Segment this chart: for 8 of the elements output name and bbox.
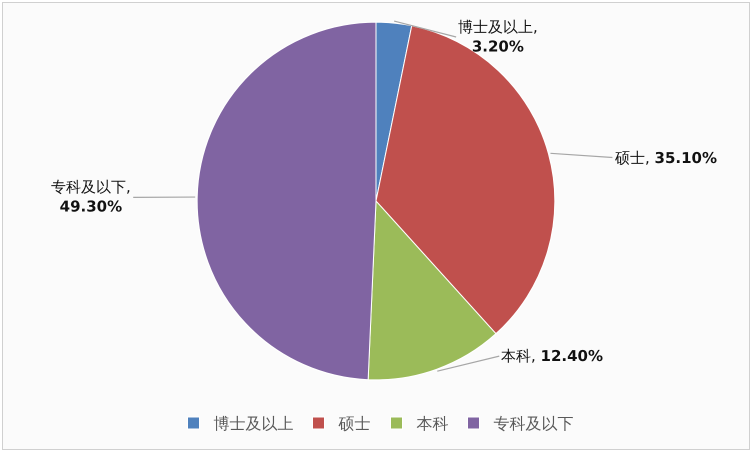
legend-label: 硕士 <box>338 414 370 434</box>
data-label: 硕士, 35.10% <box>614 149 718 167</box>
data-label: 博士及以上, 3.20% <box>458 18 538 56</box>
data-label: 本科, 12.40% <box>501 347 604 365</box>
data-label: 专科及以下, 49.30% <box>51 178 131 216</box>
legend-label: 专科及以下 <box>494 414 574 434</box>
legend-label: 博士及以上 <box>214 414 294 434</box>
legend-label: 本科 <box>416 414 448 434</box>
